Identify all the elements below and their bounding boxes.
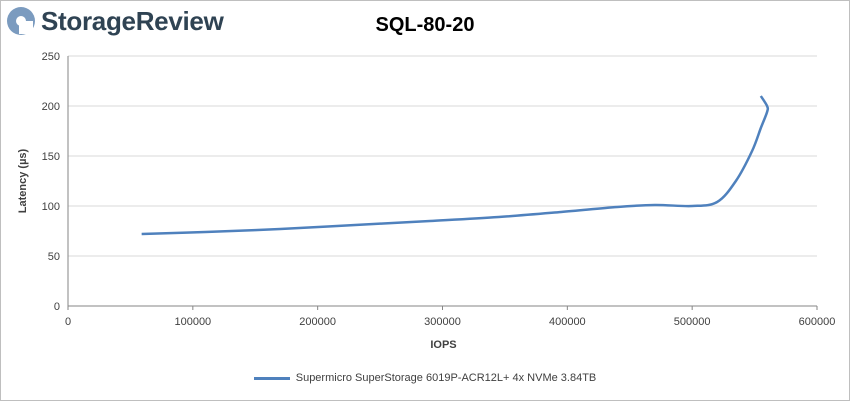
y-tick-label: 150	[42, 151, 60, 163]
legend: Supermicro SuperStorage 6019P-ACR12L+ 4x…	[0, 372, 850, 384]
x-axis-title: IOPS	[430, 339, 456, 351]
tick-labels: 0 50 100 150 200 250 0 100000 200000 300000 400000…	[42, 51, 836, 328]
y-tick-label: 0	[54, 301, 60, 313]
y-tick-label: 250	[42, 51, 60, 63]
x-tick-label: 400000	[549, 316, 586, 328]
series-lines	[141, 95, 770, 236]
chart-title: SQL-80-20	[375, 14, 475, 36]
y-axis-title: Latency (µs)	[17, 148, 29, 213]
storagereview-logo-icon	[7, 7, 35, 35]
series-line	[141, 95, 770, 236]
legend-label: Supermicro SuperStorage 6019P-ACR12L+ 4x…	[295, 372, 597, 384]
legend-swatch	[253, 376, 290, 380]
brand-logo: StorageReview	[6, 4, 224, 38]
x-tick-label: 0	[65, 316, 71, 328]
y-tick-label: 200	[42, 101, 60, 113]
x-tick-label: 300000	[424, 316, 461, 328]
grid-lines	[67, 55, 818, 310]
brand-name: StorageReview	[41, 5, 224, 36]
y-tick-label: 100	[42, 201, 60, 213]
y-tick-label: 50	[48, 251, 60, 263]
x-tick-label: 100000	[174, 316, 211, 328]
x-tick-label: 200000	[299, 316, 336, 328]
x-tick-label: 500000	[674, 316, 711, 328]
x-tick-label: 600000	[799, 316, 836, 328]
